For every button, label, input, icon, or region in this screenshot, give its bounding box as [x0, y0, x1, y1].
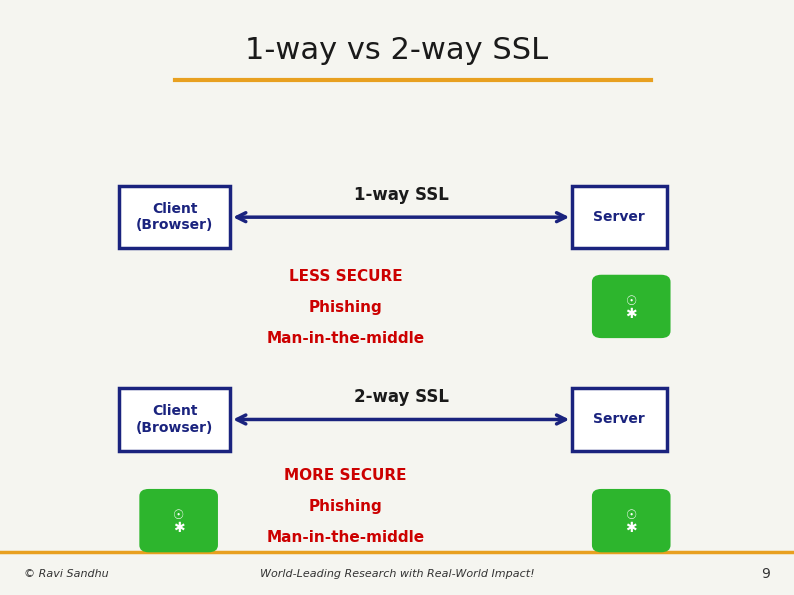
- Text: ✱: ✱: [173, 521, 184, 535]
- Text: World-Leading Research with Real-World Impact!: World-Leading Research with Real-World I…: [260, 569, 534, 579]
- Text: ☉: ☉: [626, 295, 637, 308]
- Text: 2-way SSL: 2-way SSL: [353, 388, 449, 406]
- Text: ☉: ☉: [173, 509, 184, 522]
- FancyBboxPatch shape: [119, 186, 230, 249]
- FancyBboxPatch shape: [119, 389, 230, 451]
- Text: Phishing: Phishing: [309, 499, 382, 515]
- Text: ☉: ☉: [626, 509, 637, 522]
- Text: Client
(Browser): Client (Browser): [136, 202, 214, 232]
- FancyBboxPatch shape: [592, 275, 670, 338]
- Text: Phishing: Phishing: [309, 300, 382, 315]
- FancyBboxPatch shape: [572, 186, 666, 249]
- Text: MORE SECURE: MORE SECURE: [284, 468, 407, 484]
- Text: © Ravi Sandhu: © Ravi Sandhu: [24, 569, 109, 579]
- Text: Server: Server: [593, 210, 646, 224]
- Text: Man-in-the-middle: Man-in-the-middle: [266, 530, 425, 546]
- Text: ✱: ✱: [626, 521, 637, 535]
- FancyBboxPatch shape: [139, 489, 218, 552]
- Text: ✱: ✱: [626, 306, 637, 321]
- Text: Server: Server: [593, 412, 646, 427]
- Text: 9: 9: [761, 567, 770, 581]
- Text: 1-way SSL: 1-way SSL: [354, 186, 449, 203]
- Text: Man-in-the-middle: Man-in-the-middle: [266, 331, 425, 346]
- Text: 1-way vs 2-way SSL: 1-way vs 2-way SSL: [245, 36, 549, 65]
- FancyBboxPatch shape: [592, 489, 670, 552]
- Text: LESS SECURE: LESS SECURE: [288, 269, 403, 284]
- Text: Client
(Browser): Client (Browser): [136, 405, 214, 434]
- FancyBboxPatch shape: [572, 389, 666, 451]
